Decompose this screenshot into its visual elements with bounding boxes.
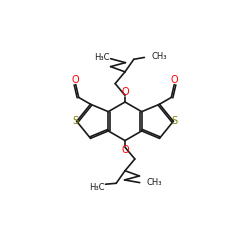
- Text: CH₃: CH₃: [151, 52, 167, 61]
- Text: S: S: [72, 116, 78, 126]
- Text: O: O: [72, 76, 80, 86]
- Text: H₃C: H₃C: [94, 53, 109, 62]
- Text: CH₃: CH₃: [146, 178, 162, 187]
- Text: O: O: [121, 87, 129, 97]
- Text: H₃C: H₃C: [89, 183, 104, 192]
- Text: O: O: [170, 76, 178, 86]
- Text: O: O: [121, 146, 129, 156]
- Text: S: S: [172, 116, 178, 126]
